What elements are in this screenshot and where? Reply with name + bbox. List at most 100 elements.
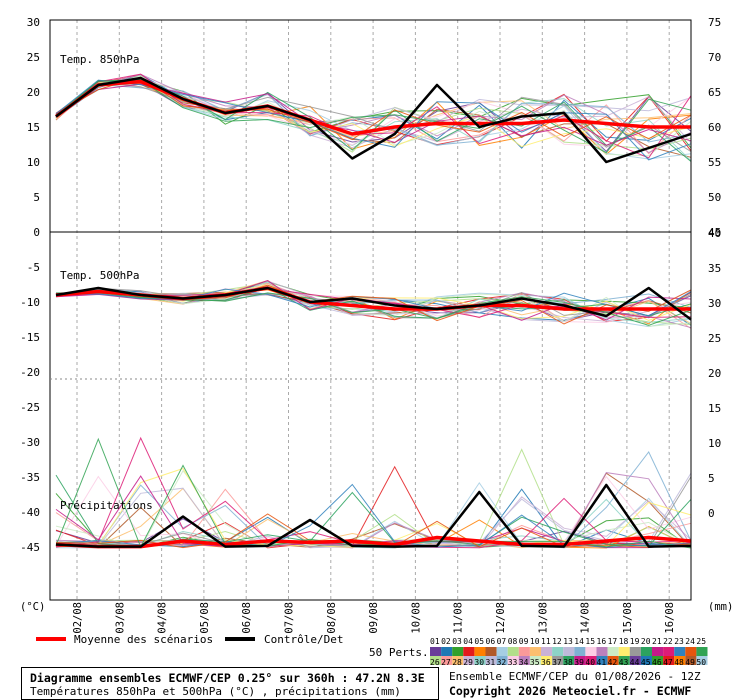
pert-number: 31 (486, 658, 496, 667)
legend-control-label: Contrôle/Det (264, 633, 343, 646)
x-tick-label: 13/08 (537, 602, 549, 634)
pert-swatch (507, 656, 519, 665)
pert-swatch (585, 647, 597, 656)
pert-swatch (596, 656, 608, 665)
chart-subtitle: Températures 850hPa et 500hPa (°C) , pré… (30, 685, 401, 698)
series-layer (54, 76, 692, 549)
mean-line-t850 (54, 79, 691, 136)
right-tick-label: 10 (708, 437, 721, 450)
pert-swatch (640, 656, 652, 665)
right-tick-label: 5 (708, 472, 715, 485)
pert-number: 50 (696, 658, 706, 667)
right-tick-label: 40 (708, 227, 721, 240)
pert-number: 34 (519, 658, 529, 667)
pert-swatch (674, 656, 686, 665)
pert-swatch (507, 647, 519, 656)
x-tick-label: 12/08 (495, 602, 507, 634)
left-tick-label: -15 (20, 331, 40, 344)
pert-swatch (541, 647, 553, 656)
x-tick-label: 04/08 (157, 602, 169, 634)
title-box: Diagramme ensembles ECMWF/CEP 0.25° sur … (21, 667, 439, 700)
left-tick-label: -35 (20, 471, 40, 484)
pert-swatch (463, 647, 475, 656)
copyright: Copyright 2026 Meteociel.fr - ECMWF (449, 684, 692, 698)
pert-swatch (496, 647, 508, 656)
pert-number: 17 (608, 637, 618, 646)
left-tick-label: 30 (27, 16, 40, 29)
pert-swatch (496, 656, 508, 665)
pert-swatch (441, 647, 453, 656)
pert-swatch (696, 647, 708, 656)
right-tick-label: 60 (708, 121, 721, 134)
pert-number: 01 (430, 637, 440, 646)
pert-swatch (640, 647, 652, 656)
panel-label: Temp. 500hPa (60, 269, 139, 282)
pert-swatch (663, 647, 675, 656)
pert-swatch (463, 656, 475, 665)
pert-number: 18 (619, 637, 629, 646)
right-tick-label: 25 (708, 332, 721, 345)
pert-swatch (618, 656, 630, 665)
pert-swatch (518, 656, 530, 665)
left-tick-label: -25 (20, 401, 40, 414)
pert-number: 26 (430, 658, 440, 667)
x-tick-label: 11/08 (453, 602, 465, 634)
legend-layer: Moyenne des scénarios Contrôle/Det 50 Pert… (36, 633, 708, 667)
pert-number: 30 (474, 658, 484, 667)
left-tick-label: 5 (33, 191, 40, 204)
x-tick-label: 16/08 (664, 602, 676, 634)
pert-number: 08 (508, 637, 518, 646)
pert-number: 16 (597, 637, 607, 646)
pert-swatch (441, 656, 453, 665)
pert-swatch (563, 647, 575, 656)
x-tick-label: 02/08 (72, 602, 84, 634)
pert-number: 25 (696, 637, 706, 646)
control-line-t500 (55, 286, 692, 321)
pert-number: 23 (674, 637, 684, 646)
pert-number: 42 (608, 658, 618, 667)
pert-swatch (618, 647, 630, 656)
pert-swatch (452, 647, 464, 656)
pert-swatch (485, 656, 497, 665)
panel-label: Précipitations (60, 499, 153, 512)
pert-number: 44 (630, 658, 640, 667)
pert-swatch (529, 647, 541, 656)
left-tick-label: -45 (20, 541, 40, 554)
pert-swatch (552, 647, 564, 656)
legend-mean-label: Moyenne des scénarios (74, 633, 213, 646)
pert-number: 06 (486, 637, 496, 646)
pert-swatch (563, 656, 575, 665)
pert-number: 39 (574, 658, 584, 667)
pert-number: 47 (663, 658, 673, 667)
panel-label: Temp. 850hPa (60, 53, 139, 66)
pert-number: 40 (585, 658, 595, 667)
pert-swatch (574, 656, 586, 665)
pert-swatch (585, 656, 597, 665)
pert-number: 03 (452, 637, 462, 646)
legend-perts-label: 50 Perts. (369, 646, 429, 659)
pert-swatch (663, 656, 675, 665)
right-tick-label: 15 (708, 402, 721, 415)
right-unit-label: (mm) (708, 601, 733, 613)
x-tick-label: 05/08 (199, 602, 211, 634)
pert-number: 27 (441, 658, 451, 667)
pert-swatch (541, 656, 553, 665)
mean-line-precip (55, 535, 692, 549)
pert-number: 45 (641, 658, 651, 667)
pert-number: 38 (563, 658, 573, 667)
pert-number: 22 (663, 637, 673, 646)
pert-number: 07 (497, 637, 507, 646)
pert-number: 14 (574, 637, 584, 646)
pert-swatch (596, 647, 608, 656)
axes-layer (49, 19, 692, 601)
pert-swatch (629, 647, 641, 656)
pert-swatch (685, 647, 697, 656)
pert-swatch (652, 656, 664, 665)
pert-swatch (607, 647, 619, 656)
right-tick-label: 45 (708, 226, 721, 239)
pert-number: 49 (685, 658, 695, 667)
pert-number: 32 (497, 658, 507, 667)
pert-number: 11 (541, 637, 551, 646)
left-tick-label: 0 (33, 226, 40, 239)
